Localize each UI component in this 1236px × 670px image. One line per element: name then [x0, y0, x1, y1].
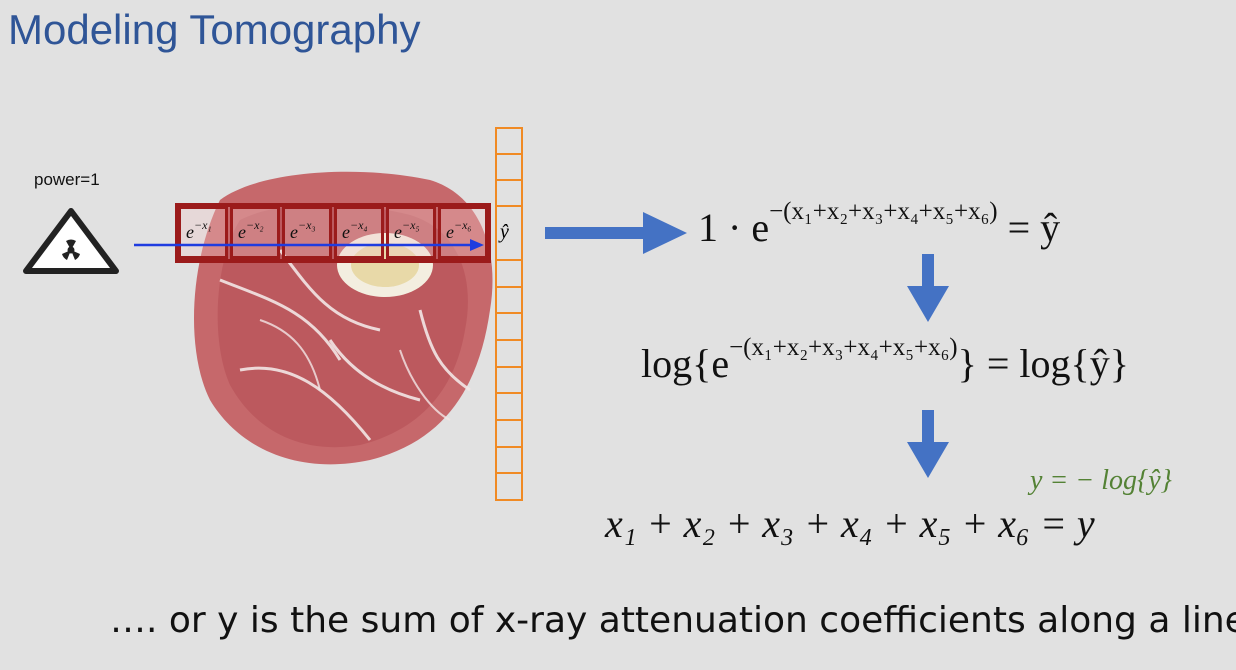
equation-forward-model: 1 · e−(x₁+x₂+x₃+x₄+x₅+x₆) = ŷ — [698, 197, 1061, 250]
equation-linear-sum: x₁ + x₂ + x₃ + x₄ + x₅ + x₆ = y — [605, 501, 1095, 546]
caption: …. or y is the sum of x-ray attenuation … — [110, 600, 1236, 641]
slide-title: Modeling Tomography — [8, 6, 421, 53]
attenuation-cell: e−x₅ — [386, 206, 436, 259]
attenuation-cell: e−x₁ — [178, 206, 228, 259]
detector-reading-label: ŷ — [500, 221, 509, 243]
power-label: power=1 — [34, 170, 100, 189]
x-ray-line — [134, 239, 484, 251]
down-arrow-icon — [907, 410, 949, 478]
attenuation-cell: e−x₄ — [334, 206, 384, 259]
detector-array — [495, 127, 523, 501]
radiation-icon — [23, 208, 119, 274]
attenuation-cell: e−x₃ — [282, 206, 332, 259]
ray-path-outline — [175, 203, 491, 263]
attenuation-cell: e−x₂ — [230, 206, 280, 259]
attenuation-cell: e−x₆ — [438, 206, 488, 259]
right-arrow-icon — [545, 212, 687, 254]
equation-y-definition: y = − log{ŷ} — [1030, 465, 1172, 496]
down-arrow-icon — [907, 254, 949, 322]
equation-log: log{e−(x₁+x₂+x₃+x₄+x₅+x₆)} = log{ŷ} — [641, 333, 1129, 386]
